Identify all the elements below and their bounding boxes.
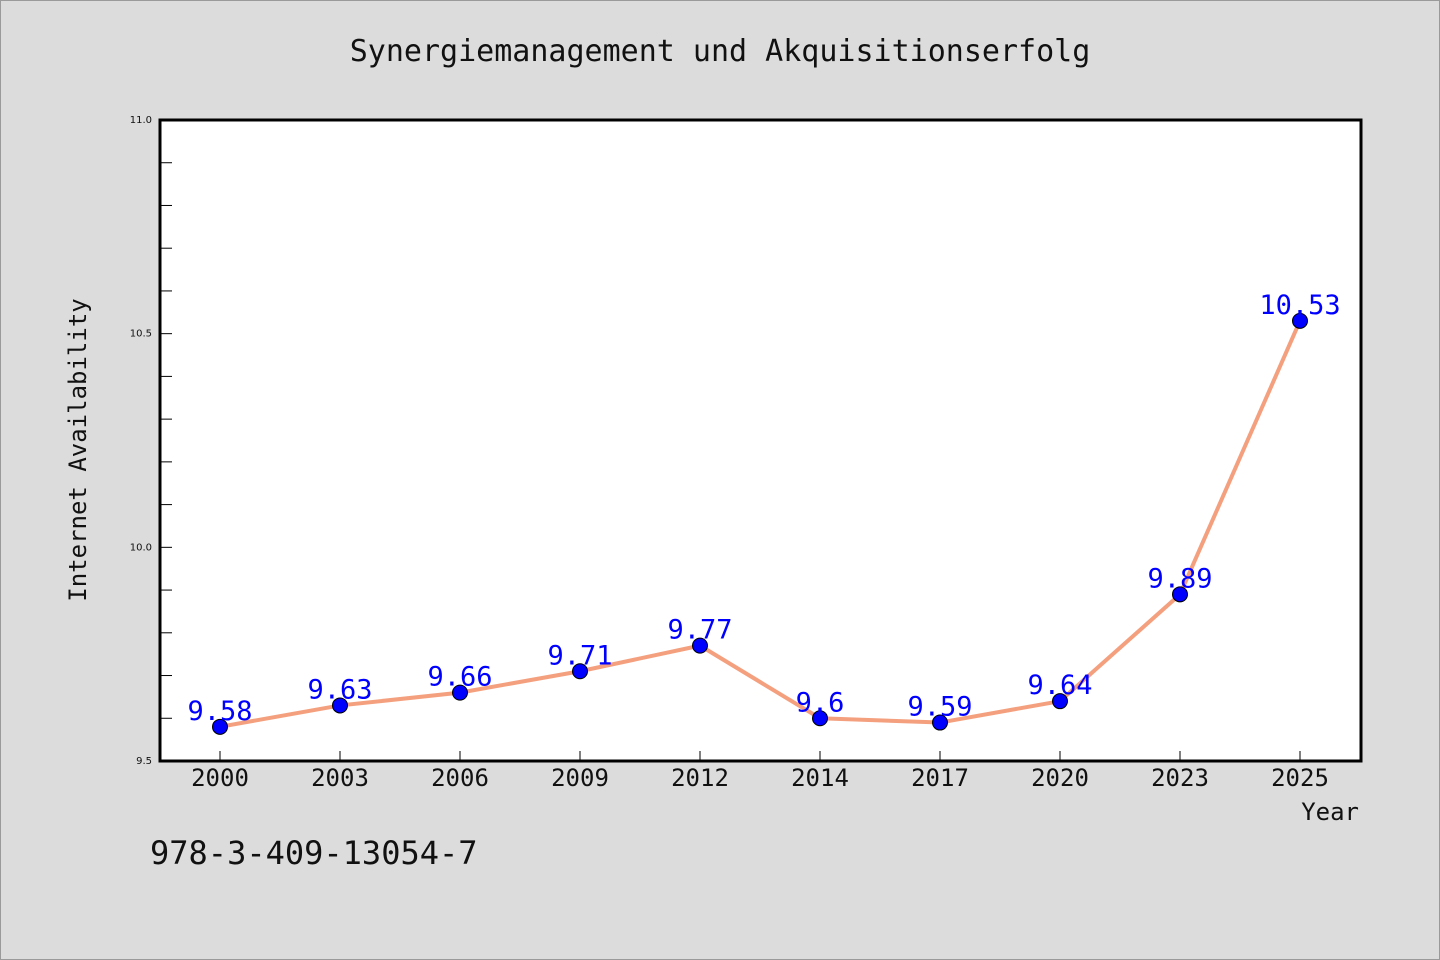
x-tick-label: 2012: [671, 764, 729, 792]
isbn-text: 978-3-409-13054-7: [150, 834, 478, 872]
y-axis: 9.5 10.0 10.5 11.0: [130, 115, 172, 767]
x-tick-label: 2017: [911, 764, 969, 792]
data-label: 9.66: [427, 662, 492, 693]
data-point: [332, 697, 348, 714]
data-point: [1292, 312, 1308, 329]
data-point: [1172, 586, 1188, 603]
data-label: 9.63: [307, 674, 372, 705]
data-label: 9.71: [547, 640, 612, 671]
data-label: 9.6: [796, 687, 845, 718]
x-tick-label: 2000: [191, 764, 249, 792]
x-tick-label: 2023: [1151, 764, 1209, 792]
y-tick-label: 9.5: [136, 756, 152, 767]
y-tick-label: 11.0: [130, 115, 152, 126]
x-axis-label: Year: [1301, 798, 1359, 826]
series-line: [218, 318, 1302, 729]
data-point: [452, 684, 468, 701]
x-tick-label: 2025: [1271, 764, 1329, 792]
data-label: 9.89: [1147, 563, 1212, 594]
data-label: 9.59: [907, 692, 972, 723]
data-point: [212, 718, 228, 735]
x-tick-label: 2020: [1031, 764, 1089, 792]
x-tick-label: 2014: [791, 764, 849, 792]
series-layer: 9.58 9.63 9.66 9.71 9.77 9.6 9.59 9.64 9.89 10.53: [187, 290, 1341, 735]
x-axis: 2000 2003 2006 2009 2012 2014 2017 2020 2023 2025: [191, 751, 1329, 792]
data-label: 9.58: [187, 696, 252, 727]
data-point: [932, 714, 948, 731]
y-tick-label: 10.5: [130, 329, 152, 340]
data-point: [692, 637, 708, 654]
data-label: 9.64: [1027, 670, 1092, 701]
data-label: 10.53: [1259, 290, 1340, 321]
x-tick-label: 2009: [551, 764, 609, 792]
data-point: [572, 663, 588, 680]
x-tick-label: 2003: [311, 764, 369, 792]
data-point: [812, 710, 828, 727]
x-tick-label: 2006: [431, 764, 489, 792]
data-point: [1052, 693, 1068, 710]
y-tick-label: 10.0: [130, 542, 152, 553]
data-label: 9.77: [667, 615, 732, 646]
plot-area: [158, 118, 1363, 763]
y-axis-label: Internet Availability: [64, 298, 92, 601]
chart-title: Synergiemanagement und Akquisitionserfol…: [349, 34, 1091, 69]
